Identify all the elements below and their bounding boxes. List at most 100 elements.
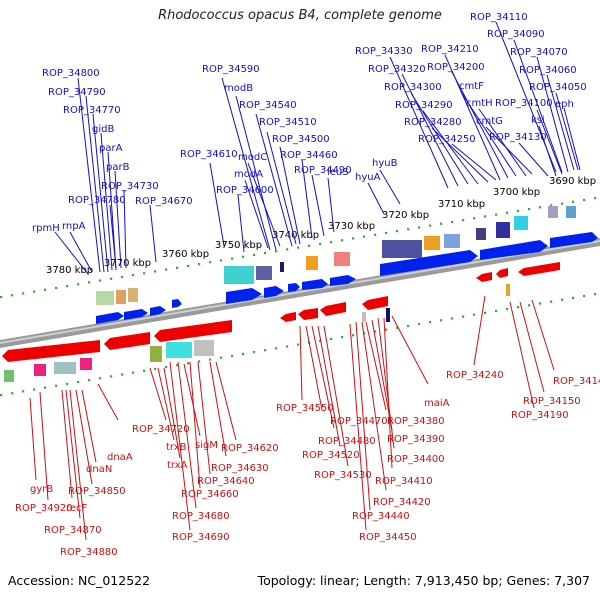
gene-label[interactable]: ROP_34100 <box>495 98 553 109</box>
gene-label[interactable]: ROP_34320 <box>368 64 426 75</box>
gene-label[interactable]: eph <box>555 99 574 110</box>
gene-label[interactable]: gidB <box>92 124 114 135</box>
gene-label[interactable]: ROP_34200 <box>427 62 485 73</box>
gene-label[interactable]: ROP_34670 <box>135 196 193 207</box>
gene-label[interactable]: ROP_34400 <box>387 454 445 465</box>
gene-label[interactable]: rnpA <box>62 221 86 232</box>
gene-label[interactable]: ROP_34280 <box>404 117 462 128</box>
gene-label[interactable]: ROP_34250 <box>418 134 476 145</box>
scale-dot <box>385 231 388 235</box>
gene-label[interactable]: ROP_34920 <box>15 503 73 514</box>
scale-label-3770: 3770 kbp <box>104 258 151 269</box>
scale-dot <box>396 230 399 233</box>
forward-gene-arrow <box>302 279 328 290</box>
gene-label[interactable]: gyrB <box>30 484 53 495</box>
scale-dot <box>275 347 278 350</box>
gene-label[interactable]: parB <box>106 162 130 173</box>
gene-label[interactable]: leuS <box>327 167 349 178</box>
gene-label[interactable]: ROP_34550 <box>276 403 334 414</box>
gene-label[interactable]: ROP_34480 <box>318 436 376 447</box>
gene-label[interactable]: ROP_34070 <box>510 47 568 58</box>
scale-label-3700: 3700 kbp <box>493 187 540 198</box>
gene-label[interactable]: ROP_34690 <box>172 532 230 543</box>
gene-label[interactable]: ROP_34850 <box>68 486 126 497</box>
gene-label[interactable]: modB <box>224 83 253 94</box>
gene-label[interactable]: ROP_34440 <box>352 511 410 522</box>
gene-label[interactable]: ROP_34330 <box>355 46 413 57</box>
gene-label[interactable]: ROP_34190 <box>511 410 569 421</box>
gene-label[interactable]: ROP_34720 <box>132 424 190 435</box>
gene-label[interactable]: ROP_34500 <box>272 134 330 145</box>
scale-dot <box>297 343 300 346</box>
gene-label[interactable]: ROP_34050 <box>529 82 587 93</box>
gene-label[interactable]: ROP_34770 <box>63 105 121 116</box>
gene-label[interactable]: ROP_34540 <box>239 100 297 111</box>
scale-dot <box>308 244 311 247</box>
gene-label[interactable]: ROP_34660 <box>181 489 239 500</box>
gene-label[interactable]: ROP_34610 <box>180 149 238 160</box>
gene-label[interactable]: maiA <box>424 398 450 409</box>
gene-label[interactable]: ROP_34290 <box>395 100 453 111</box>
gene-label[interactable]: sigM <box>195 440 218 451</box>
gene-label[interactable]: ROP_34210 <box>421 44 479 55</box>
gene-label[interactable]: cmtH <box>466 98 493 109</box>
reverse-gene-arrow <box>476 272 492 282</box>
gene-label[interactable]: ROP_34300 <box>384 82 442 93</box>
gene-label[interactable]: ROP_34510 <box>259 117 317 128</box>
gene-label[interactable]: modA <box>234 169 263 180</box>
gene-label[interactable]: dnaN <box>86 464 112 475</box>
gene-label[interactable]: ROP_34060 <box>519 65 577 76</box>
scale-dot <box>330 337 333 341</box>
gene-label[interactable]: cmtF <box>459 81 484 92</box>
gene-label[interactable]: rpmH <box>32 223 60 234</box>
gene-label[interactable]: ROP_34800 <box>42 68 100 79</box>
gene-label[interactable]: ROP_34110 <box>470 12 528 23</box>
scale-dot <box>22 390 25 393</box>
gene-label[interactable]: modC <box>238 152 267 163</box>
gene-label[interactable]: ksi <box>531 115 545 126</box>
gene-label[interactable]: ROP_34790 <box>48 87 106 98</box>
scale-dot <box>506 211 509 214</box>
gene-label[interactable]: ROP_34680 <box>172 511 230 522</box>
scale-dot <box>352 237 355 240</box>
gene-label[interactable]: ROP_34600 <box>216 185 274 196</box>
gene-label[interactable]: ROP_34520 <box>302 450 360 461</box>
gene-label[interactable]: ROP_34240 <box>446 370 504 381</box>
gene-label[interactable]: ROP_34380 <box>387 416 445 427</box>
scale-dot <box>176 266 179 269</box>
gene-label[interactable]: parA <box>99 143 123 154</box>
scale-label-3690: 3690 kbp <box>549 176 596 187</box>
gene-label[interactable]: ROP_34590 <box>202 64 260 75</box>
gene-label[interactable]: dnaA <box>107 452 133 463</box>
gene-label[interactable]: ROP_34470 <box>330 416 388 427</box>
gene-label[interactable]: ROP_34130 <box>489 132 547 143</box>
scale-dot <box>88 379 91 382</box>
gene-label[interactable]: cmtG <box>476 116 503 127</box>
gene-label[interactable]: ROP_34460 <box>280 150 338 161</box>
gene-label[interactable]: ROP_34630 <box>211 463 269 474</box>
gene-label[interactable]: trxB <box>166 442 187 453</box>
gene-label[interactable]: ROP_34780 <box>68 195 126 206</box>
gene-label[interactable]: ROP_34150 <box>523 396 581 407</box>
forward-gene-arrow <box>150 306 166 316</box>
gene-label[interactable]: ROP_34640 <box>197 476 255 487</box>
gene-label[interactable]: ROP_34620 <box>221 443 279 454</box>
gene-label[interactable]: ROP_34490 <box>294 165 352 176</box>
gene-label[interactable]: ROP_34420 <box>373 497 431 508</box>
scale-dot <box>407 228 410 231</box>
scale-dot <box>242 255 245 258</box>
gene-label[interactable]: trxA <box>167 460 188 471</box>
scale-dot <box>495 309 498 313</box>
gene-label[interactable]: hyuA <box>355 172 381 183</box>
gene-label[interactable]: ROP_34880 <box>60 547 118 558</box>
gene-label[interactable]: ROP_34450 <box>359 532 417 543</box>
gene-label[interactable]: ROP_34870 <box>44 525 102 536</box>
gene-label[interactable]: hyuB <box>372 158 398 169</box>
gene-label[interactable]: ROP_34090 <box>487 29 545 40</box>
gene-label[interactable]: ROP_34410 <box>375 476 433 487</box>
gene-label[interactable]: ROP_34390 <box>387 434 445 445</box>
gene-label[interactable]: ROP_34530 <box>314 470 372 481</box>
gene-label[interactable]: ROP_34730 <box>101 181 159 192</box>
gene-label[interactable]: ROP_34140 <box>553 376 600 387</box>
gene-label[interactable]: recF <box>66 503 88 514</box>
